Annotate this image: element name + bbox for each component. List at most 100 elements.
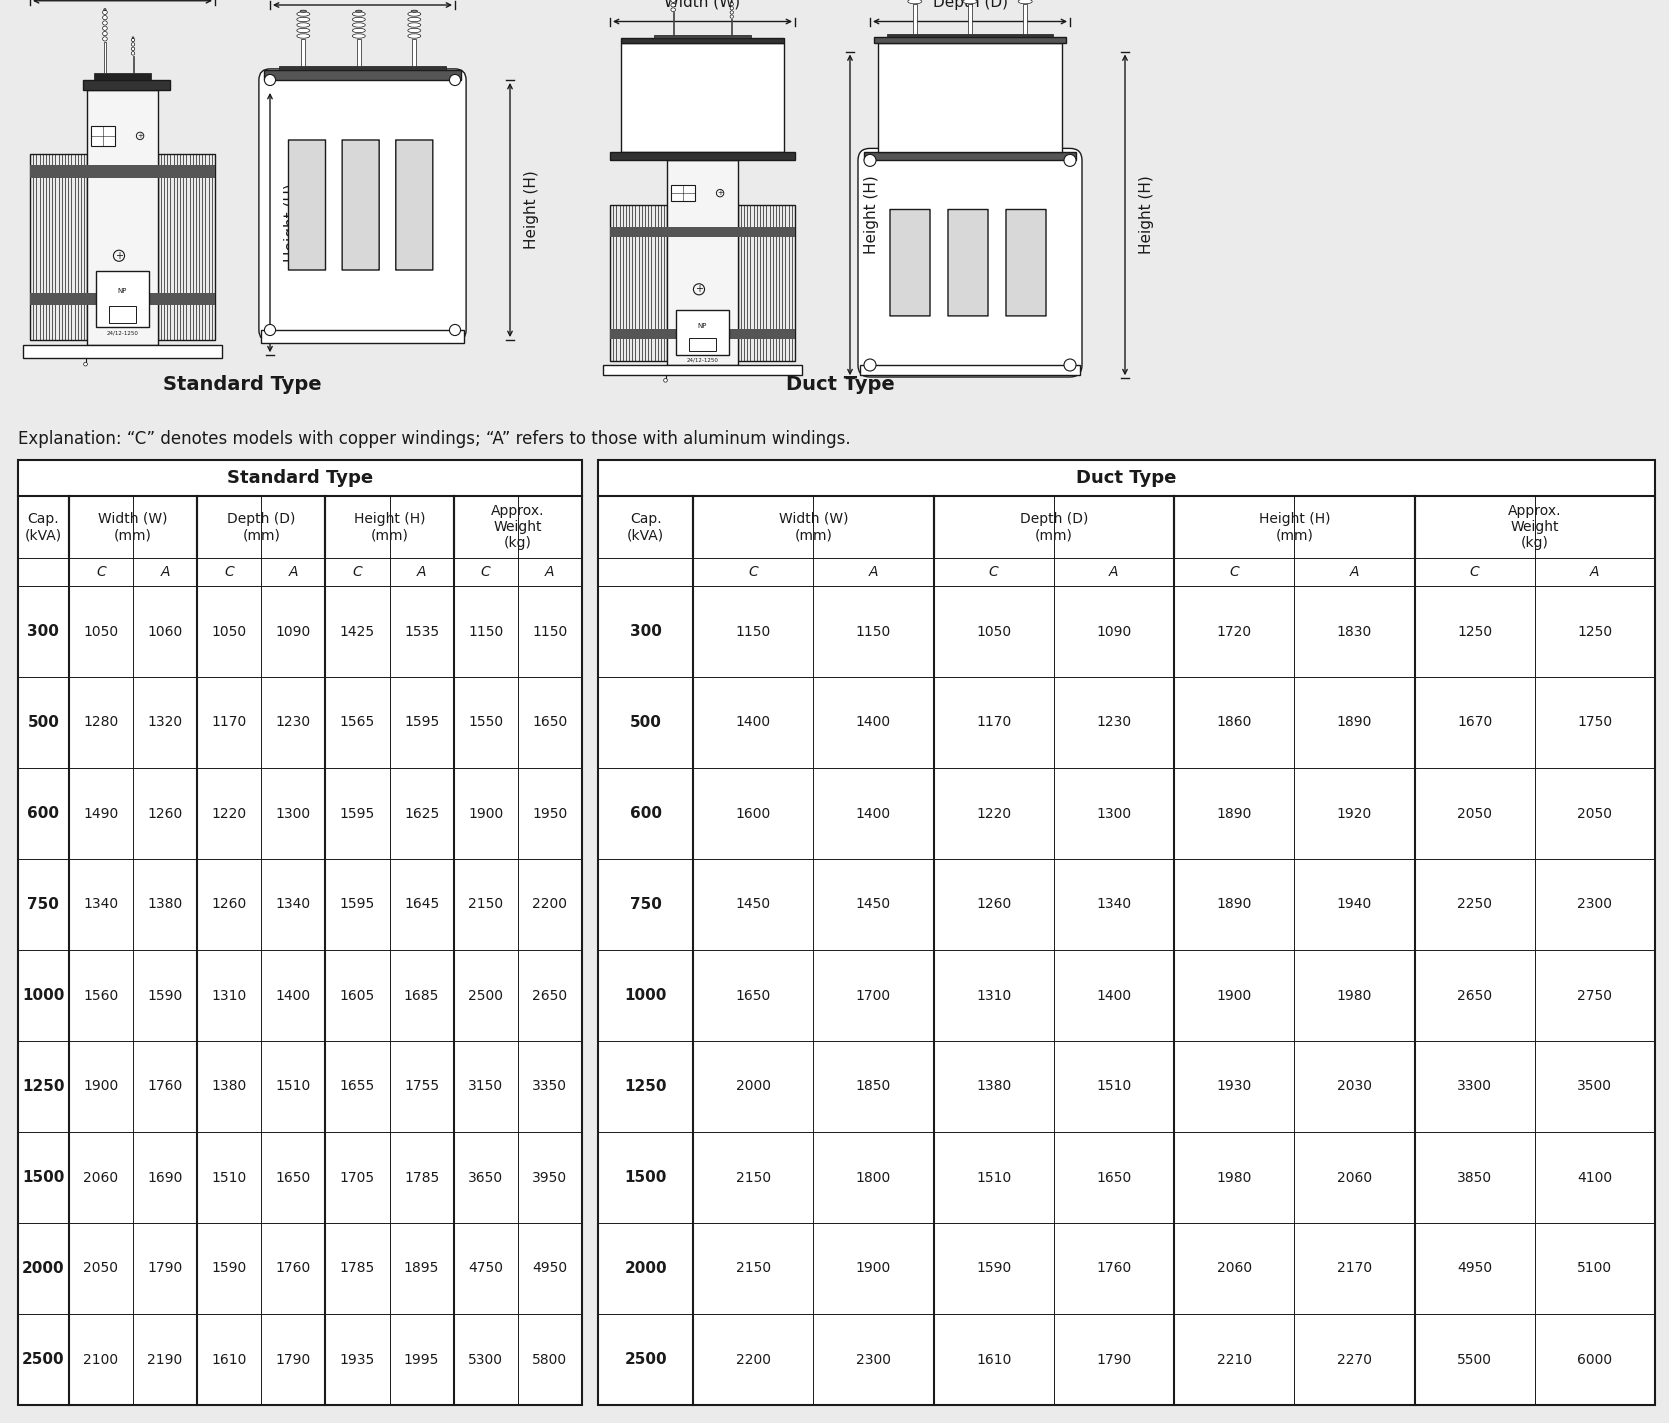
- Text: 1380: 1380: [147, 898, 182, 912]
- Text: Depth (D)
(mm): Depth (D) (mm): [1020, 512, 1088, 542]
- Text: 1605: 1605: [340, 989, 376, 1002]
- Text: 1790: 1790: [275, 1352, 310, 1366]
- Bar: [609, 329, 794, 340]
- Text: 1705: 1705: [340, 1171, 376, 1184]
- Ellipse shape: [297, 11, 310, 16]
- Text: 2170: 2170: [1337, 1262, 1372, 1275]
- Ellipse shape: [102, 26, 107, 30]
- Text: 2500: 2500: [22, 1352, 65, 1368]
- Text: 500: 500: [27, 714, 60, 730]
- Text: 1490: 1490: [83, 807, 118, 821]
- Bar: [738, 205, 794, 361]
- Text: A: A: [546, 565, 554, 579]
- Text: 2150: 2150: [736, 1171, 771, 1184]
- Ellipse shape: [102, 16, 107, 20]
- Text: 5800: 5800: [532, 1352, 567, 1366]
- Text: 4950: 4950: [1457, 1262, 1492, 1275]
- Text: 1650: 1650: [736, 989, 771, 1002]
- Text: 1340: 1340: [83, 898, 118, 912]
- Text: Cap.
(kVA): Cap. (kVA): [628, 512, 664, 542]
- Text: 1380: 1380: [212, 1080, 247, 1093]
- Text: 1595: 1595: [340, 807, 376, 821]
- Text: 1590: 1590: [212, 1262, 247, 1275]
- Ellipse shape: [132, 43, 135, 46]
- Text: 2500: 2500: [469, 989, 504, 1002]
- Ellipse shape: [103, 9, 107, 11]
- Text: 300: 300: [27, 625, 60, 639]
- Text: 1250: 1250: [22, 1079, 65, 1094]
- Bar: [302, 38, 305, 67]
- Text: C: C: [988, 565, 998, 579]
- Text: Explanation: “C” denotes models with copper windings; “A” refers to those with a: Explanation: “C” denotes models with cop…: [18, 430, 851, 448]
- Bar: [621, 38, 784, 43]
- Text: 1790: 1790: [147, 1262, 182, 1275]
- Text: 500: 500: [629, 714, 661, 730]
- Bar: [913, 4, 916, 34]
- Text: 5500: 5500: [1457, 1352, 1492, 1366]
- Ellipse shape: [102, 21, 107, 26]
- Text: 1600: 1600: [736, 807, 771, 821]
- Text: 1890: 1890: [1217, 807, 1252, 821]
- Text: 1720: 1720: [1217, 625, 1252, 639]
- Ellipse shape: [729, 7, 733, 10]
- Bar: [598, 460, 1656, 1405]
- Text: 1785: 1785: [340, 1262, 376, 1275]
- Text: 1510: 1510: [976, 1171, 1011, 1184]
- Text: A: A: [1591, 565, 1599, 579]
- Ellipse shape: [102, 10, 107, 14]
- Text: Duct Type: Duct Type: [786, 376, 895, 394]
- Bar: [621, 43, 784, 152]
- Text: Height (H): Height (H): [865, 175, 880, 255]
- Ellipse shape: [411, 10, 417, 13]
- Ellipse shape: [1018, 0, 1031, 4]
- Ellipse shape: [102, 31, 107, 36]
- Text: 1060: 1060: [147, 625, 182, 639]
- Text: 2050: 2050: [83, 1262, 118, 1275]
- Text: 1750: 1750: [1577, 716, 1612, 730]
- Text: C: C: [748, 565, 758, 579]
- Ellipse shape: [355, 10, 362, 13]
- Text: Height (H): Height (H): [1138, 175, 1153, 255]
- Text: 1930: 1930: [1217, 1080, 1252, 1093]
- Text: 4750: 4750: [469, 1262, 504, 1275]
- Text: 1890: 1890: [1217, 898, 1252, 912]
- Text: 5100: 5100: [1577, 1262, 1612, 1275]
- Ellipse shape: [297, 17, 310, 21]
- Bar: [412, 38, 416, 67]
- Text: 1595: 1595: [404, 716, 439, 730]
- Text: 1400: 1400: [736, 716, 771, 730]
- Text: 1310: 1310: [212, 989, 247, 1002]
- Text: 2750: 2750: [1577, 989, 1612, 1002]
- Text: 3300: 3300: [1457, 1080, 1492, 1093]
- Text: 1670: 1670: [1457, 716, 1492, 730]
- Text: 3500: 3500: [1577, 1080, 1612, 1093]
- Ellipse shape: [132, 47, 135, 51]
- Text: 1595: 1595: [340, 898, 376, 912]
- Ellipse shape: [407, 17, 421, 21]
- Bar: [888, 34, 1053, 37]
- Text: 1980: 1980: [1337, 989, 1372, 1002]
- Text: 1590: 1590: [147, 989, 182, 1002]
- Text: 2250: 2250: [1457, 898, 1492, 912]
- Text: 1150: 1150: [467, 625, 504, 639]
- Ellipse shape: [729, 14, 733, 18]
- Text: A: A: [1110, 565, 1118, 579]
- Text: 1790: 1790: [1097, 1352, 1132, 1366]
- Text: 1280: 1280: [83, 716, 118, 730]
- Text: 600: 600: [27, 805, 60, 821]
- Ellipse shape: [132, 38, 135, 41]
- Text: 24/12-1250: 24/12-1250: [107, 332, 139, 336]
- Text: 1220: 1220: [976, 807, 1011, 821]
- Text: 2100: 2100: [83, 1352, 118, 1366]
- Text: 1050: 1050: [83, 625, 118, 639]
- Text: 1260: 1260: [147, 807, 182, 821]
- Circle shape: [865, 155, 876, 166]
- Text: A: A: [160, 565, 170, 579]
- Text: 1090: 1090: [275, 625, 310, 639]
- Bar: [654, 36, 751, 38]
- Ellipse shape: [300, 10, 307, 13]
- Text: 1900: 1900: [83, 1080, 118, 1093]
- Bar: [865, 152, 1077, 161]
- Text: 2000: 2000: [22, 1261, 65, 1276]
- Text: 2050: 2050: [1457, 807, 1492, 821]
